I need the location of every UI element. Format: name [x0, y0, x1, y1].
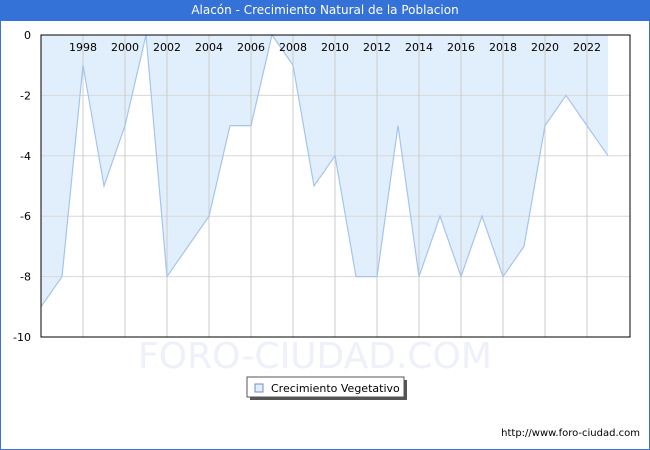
- x-tick-label: 2008: [279, 41, 307, 54]
- legend-swatch: [254, 383, 264, 393]
- chart-title: Alacón - Crecimiento Natural de la Pobla…: [0, 0, 650, 21]
- y-tick-label: -2: [20, 89, 31, 102]
- x-tick-label: 2014: [405, 41, 433, 54]
- x-tick-label: 2016: [447, 41, 475, 54]
- x-tick-label: 2010: [321, 41, 349, 54]
- source-url[interactable]: http://www.foro-ciudad.com: [501, 428, 640, 439]
- x-tick-label: 2022: [573, 41, 601, 54]
- watermark: FORO-CIUDAD.COM: [138, 336, 492, 377]
- x-tick-label: 2002: [153, 41, 181, 54]
- legend-box: [246, 376, 405, 398]
- y-tick-label: -8: [20, 271, 31, 284]
- x-tick-label: 2000: [111, 41, 139, 54]
- x-tick-label: 2020: [531, 41, 559, 54]
- x-tick-label: 2004: [195, 41, 223, 54]
- x-tick-label: 2018: [489, 41, 517, 54]
- y-tick-label: 0: [24, 29, 31, 42]
- legend-label: Crecimiento Vegetativo: [271, 382, 400, 395]
- x-tick-label: 2006: [237, 41, 265, 54]
- y-tick-label: -10: [13, 331, 31, 344]
- x-tick-label: 2012: [363, 41, 391, 54]
- x-tick-label: 1998: [69, 41, 97, 54]
- y-tick-label: -4: [20, 150, 31, 163]
- plot-border: [40, 34, 631, 338]
- y-tick-label: -6: [20, 210, 31, 223]
- data-line: [40, 33, 609, 308]
